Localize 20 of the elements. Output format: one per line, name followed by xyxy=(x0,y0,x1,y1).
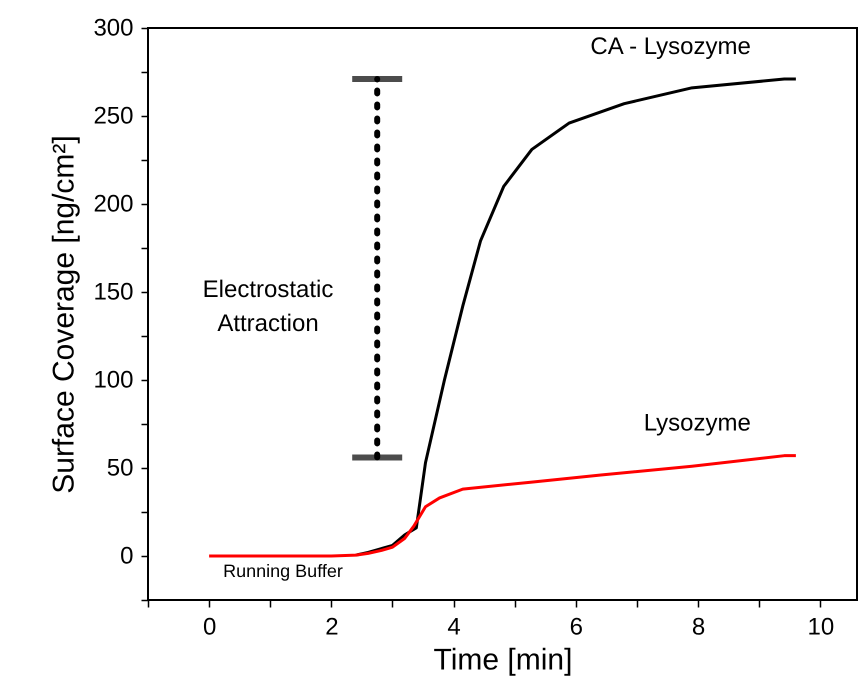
x-axis-title: Time [min] xyxy=(434,644,572,676)
y-tick-label: 200 xyxy=(93,190,134,218)
series-label: Lysozyme xyxy=(644,410,751,437)
x-tick-label: 10 xyxy=(807,614,834,640)
x-tick-label: 0 xyxy=(202,614,216,640)
annotation: Running Buffer xyxy=(223,561,343,581)
y-axis-title: Surface Coverage [ng/cm²] xyxy=(47,135,80,494)
y-tick-label: 150 xyxy=(93,278,134,306)
x-tick-label: 6 xyxy=(570,614,584,640)
y-tick-label: 100 xyxy=(93,366,134,394)
x-tick-label: 8 xyxy=(692,614,706,640)
x-tick-label: 4 xyxy=(447,614,461,640)
y-tick-label: 300 xyxy=(93,14,134,42)
annotation: Electrostatic Attraction xyxy=(202,276,334,337)
y-tick-label: 50 xyxy=(106,454,134,482)
line-series xyxy=(208,454,798,558)
x-tick-label: 2 xyxy=(325,614,339,640)
series-label: CA - Lysozyme xyxy=(590,33,751,60)
y-tick-label: 250 xyxy=(93,102,134,130)
y-tick-label: 0 xyxy=(120,542,134,570)
